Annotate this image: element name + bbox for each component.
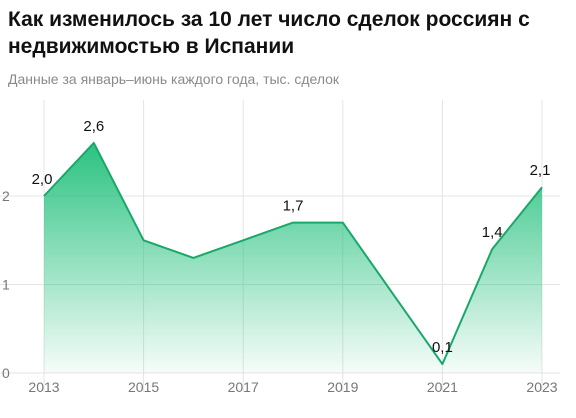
- chart-subtitle: Данные за январь–июнь каждого года, тыс.…: [8, 71, 340, 87]
- y-tick-label: 0: [2, 365, 10, 381]
- area-layer: [44, 142, 542, 373]
- x-tick-label: 2017: [228, 379, 259, 395]
- y-tick-label: 1: [2, 277, 10, 293]
- x-tick-label: 2023: [526, 379, 557, 395]
- x-tick-label: 2015: [128, 379, 159, 395]
- line-layer: [43, 141, 543, 366]
- area-fill: [44, 142, 542, 373]
- data-label: 2,0: [32, 171, 53, 188]
- data-label: 2,1: [530, 162, 551, 179]
- data-label: 1,7: [283, 198, 304, 215]
- x-tick-label: 2013: [28, 379, 59, 395]
- chart-title: Как изменилось за 10 лет число сделок ро…: [8, 8, 530, 58]
- y-tick-label: 2: [2, 188, 10, 204]
- data-labels: 2,0 2,6 1,7 0,1 1,4 2,1: [32, 118, 551, 356]
- series-line: [43, 141, 543, 366]
- data-label: 2,6: [83, 118, 104, 135]
- axes: 0 1 2 2013 2015 2017 2019 2021 2023: [2, 188, 558, 395]
- x-tick-label: 2021: [427, 379, 458, 395]
- x-tick-label: 2019: [327, 379, 358, 395]
- data-label: 0,1: [432, 339, 453, 356]
- data-label: 1,4: [482, 224, 503, 241]
